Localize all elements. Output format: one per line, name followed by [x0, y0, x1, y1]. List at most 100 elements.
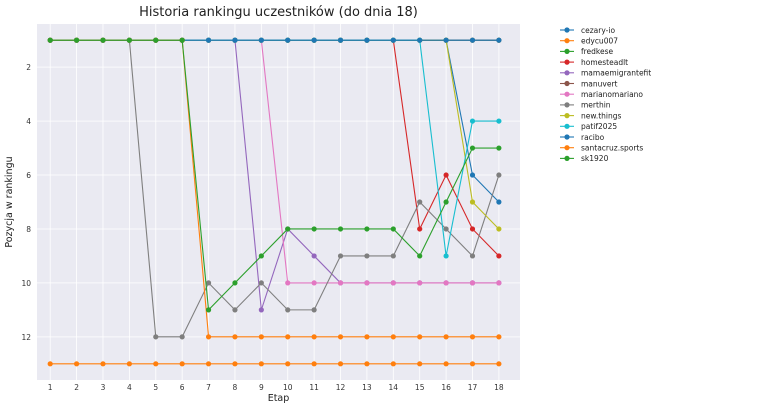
data-point — [73, 37, 80, 43]
legend-label: patif2025 — [581, 122, 617, 131]
data-point — [337, 334, 344, 340]
x-tick-label: 11 — [309, 383, 319, 392]
legend-marker — [564, 145, 570, 151]
data-point — [232, 361, 238, 367]
legend-label: fredkese — [581, 47, 614, 56]
y-axis-label: Pozycja w rankingu — [4, 156, 15, 247]
x-tick-label: 7 — [206, 383, 211, 392]
data-point — [469, 226, 476, 232]
data-point — [496, 253, 502, 259]
x-tick-label: 6 — [180, 383, 185, 392]
x-tick-label: 16 — [441, 383, 451, 392]
data-point — [258, 334, 264, 340]
legend-label: racibo — [581, 133, 605, 142]
legend-marker — [564, 123, 570, 129]
legend-label: homesteadlt — [581, 58, 628, 67]
data-point — [417, 280, 423, 286]
legend-item: racibo — [560, 133, 605, 142]
data-point — [443, 334, 449, 340]
legend-item: santacruz.sports — [560, 144, 643, 153]
data-point — [285, 226, 291, 232]
data-point — [496, 280, 502, 286]
legend-marker — [564, 80, 570, 87]
x-tick-label: 1 — [48, 383, 53, 392]
legend-marker — [564, 102, 570, 108]
data-point — [311, 361, 317, 367]
data-point — [443, 199, 449, 205]
legend-marker — [564, 70, 570, 76]
data-point — [469, 172, 476, 178]
data-point — [100, 361, 106, 367]
data-point — [469, 334, 476, 340]
data-point — [469, 145, 476, 151]
chart-title: Historia rankingu uczestników (do dnia 1… — [139, 5, 418, 20]
y-tick-label: 2 — [26, 63, 31, 72]
legend-label: mamaemigrantefit — [581, 69, 651, 78]
data-point — [469, 253, 476, 259]
legend-label: edycu007 — [581, 37, 618, 46]
legend-label: manuvert — [581, 79, 618, 88]
data-point — [205, 307, 212, 313]
y-tick-label: 8 — [26, 225, 31, 234]
legend-marker — [564, 155, 570, 161]
data-point — [205, 37, 212, 43]
data-point — [364, 37, 370, 43]
data-point — [73, 361, 80, 367]
data-point — [311, 307, 317, 313]
data-point — [232, 37, 238, 43]
data-point — [205, 280, 212, 286]
data-point — [337, 37, 344, 43]
data-point — [390, 37, 396, 43]
data-point — [417, 334, 423, 340]
data-point — [496, 334, 502, 340]
data-point — [232, 307, 238, 313]
data-point — [417, 226, 423, 232]
legend-item: marianomariano — [560, 90, 643, 99]
data-point — [496, 118, 502, 124]
data-point — [179, 37, 185, 43]
data-point — [311, 334, 317, 340]
legend-item: cezary-io — [560, 26, 615, 35]
data-point — [258, 307, 264, 313]
y-tick-label: 6 — [26, 171, 31, 180]
x-axis-label: Etap — [268, 393, 290, 404]
data-point — [443, 172, 449, 178]
legend-item: new.things — [560, 111, 621, 120]
legend-label: new.things — [581, 111, 621, 120]
series-group — [47, 37, 502, 367]
legend-marker — [564, 59, 570, 65]
data-point — [179, 334, 185, 340]
data-point — [126, 361, 132, 367]
legend-marker — [564, 38, 570, 44]
data-point — [443, 280, 449, 286]
data-point — [469, 280, 476, 286]
x-tick-label: 14 — [389, 383, 399, 392]
x-tick-label: 10 — [283, 383, 293, 392]
data-point — [390, 226, 396, 232]
data-point — [390, 253, 396, 259]
data-point — [285, 37, 291, 43]
data-point — [285, 307, 291, 313]
data-point — [469, 199, 476, 205]
data-point — [232, 334, 238, 340]
legend-item: homesteadlt — [560, 58, 628, 67]
data-point — [153, 361, 159, 367]
data-point — [100, 37, 106, 43]
y-tick-label: 12 — [21, 333, 31, 342]
data-point — [417, 361, 423, 367]
data-point — [496, 199, 502, 205]
x-tick-label: 9 — [259, 383, 264, 392]
x-tick-label: 8 — [233, 383, 238, 392]
legend-item: edycu007 — [560, 37, 618, 46]
legend-item: manuvert — [560, 79, 618, 88]
legend-label: cezary-io — [581, 26, 615, 35]
data-point — [364, 253, 370, 259]
data-point — [258, 37, 264, 43]
x-tick-label: 5 — [153, 383, 158, 392]
data-point — [417, 253, 423, 259]
legend-item: fredkese — [560, 47, 614, 56]
legend-item: mamaemigrantefit — [560, 69, 651, 78]
data-point — [311, 226, 317, 232]
